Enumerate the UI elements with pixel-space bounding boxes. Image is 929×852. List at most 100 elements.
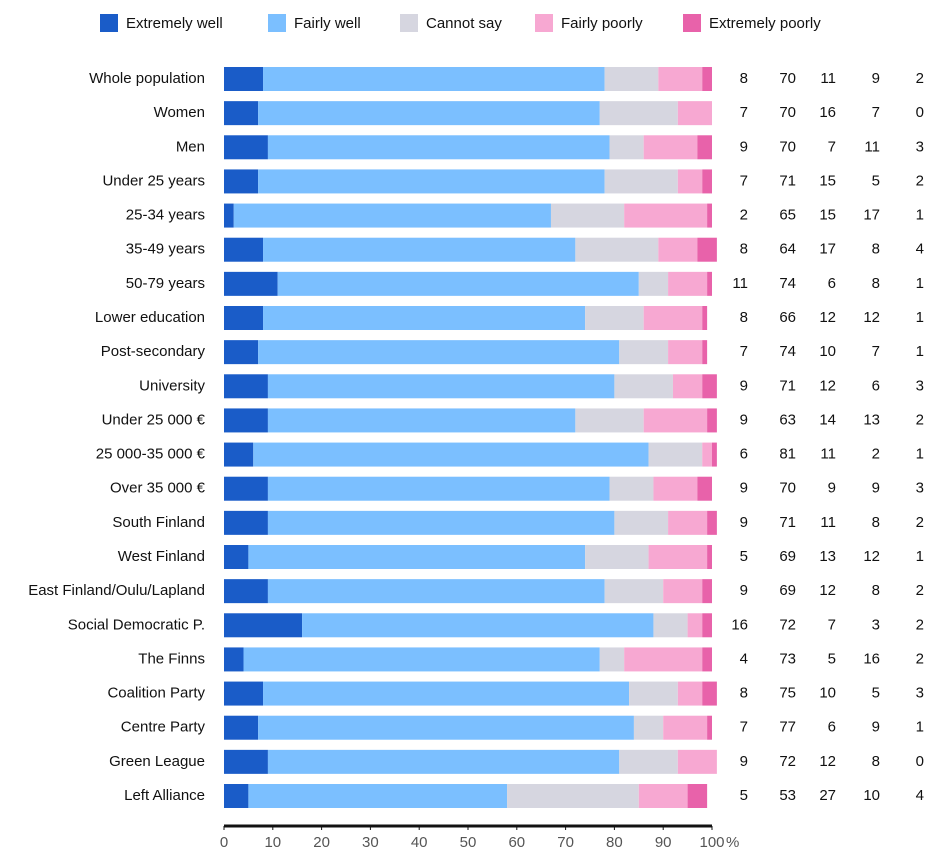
value-label: 8 (740, 309, 748, 326)
value-label: 9 (872, 719, 880, 736)
bar-segment (648, 545, 708, 569)
value-label: 8 (872, 514, 880, 531)
bar-segment (258, 101, 600, 126)
value-label: 4 (740, 650, 748, 667)
bar-segment (604, 67, 659, 91)
bar-segment (614, 374, 673, 399)
value-label: 16 (863, 650, 880, 667)
bar-segment (624, 203, 708, 228)
value-label: 70 (779, 104, 796, 121)
bar-segment (224, 784, 249, 808)
bar-segment (604, 579, 664, 604)
x-tick-label: 50 (460, 834, 477, 851)
bar-segment (575, 237, 659, 262)
bar-segment (707, 545, 712, 569)
bar-segment (224, 613, 303, 638)
value-label: 8 (740, 70, 748, 87)
bar-segment (609, 476, 654, 501)
value-label: 2 (916, 514, 924, 531)
y-tick-label: 25-34 years (126, 207, 205, 224)
value-label: 9 (740, 377, 748, 394)
value-label: 71 (779, 514, 796, 531)
bar-segment (599, 101, 678, 126)
bar-segment (224, 715, 259, 740)
value-label: 5 (740, 787, 748, 804)
bar-segment (677, 169, 703, 194)
value-label: 77 (779, 719, 796, 736)
y-tick-label: Post-secondary (101, 343, 206, 360)
value-label: 17 (863, 207, 880, 224)
value-label: 71 (779, 377, 796, 394)
bar-segment (585, 545, 649, 569)
value-label: 5 (872, 685, 880, 702)
value-label: 2 (916, 172, 924, 189)
value-label: 16 (819, 104, 836, 121)
bar-segment (224, 135, 268, 160)
value-label: 1 (916, 207, 924, 224)
y-tick-label: Left Alliance (124, 787, 205, 804)
bar-segment (624, 647, 703, 672)
value-label: 2 (916, 70, 924, 87)
value-label: 53 (779, 787, 796, 804)
bar-segment (702, 169, 712, 194)
y-tick-label: 35-49 years (126, 241, 205, 258)
value-label: 10 (819, 343, 836, 360)
bar-segment (643, 408, 708, 433)
value-label: 4 (916, 241, 924, 258)
bar-segment (629, 681, 678, 706)
value-label: 4 (916, 787, 924, 804)
bar-segment (267, 408, 576, 433)
value-label: 10 (819, 685, 836, 702)
value-label: 11 (732, 275, 748, 292)
value-label: 1 (916, 309, 924, 326)
bar-segment (702, 579, 712, 604)
x-tick-label: 10 (264, 834, 281, 851)
bar-segment (638, 784, 688, 808)
value-label: 8 (872, 753, 880, 770)
y-tick-label: Men (176, 138, 205, 155)
value-label: 3 (916, 138, 924, 155)
value-label: 12 (863, 548, 880, 565)
value-label: 12 (863, 309, 880, 326)
value-label: 9 (740, 514, 748, 531)
bar-segment (643, 306, 703, 330)
bar-segment (224, 647, 244, 672)
legend-swatch (683, 14, 701, 32)
value-label: 3 (916, 377, 924, 394)
value-label: 66 (779, 309, 796, 326)
value-label: 10 (863, 787, 880, 804)
y-tick-label: Under 25 years (102, 172, 205, 189)
bar-segment (575, 408, 644, 433)
value-label: 3 (916, 480, 924, 497)
bar-segment (653, 613, 688, 638)
value-label: 7 (828, 616, 836, 633)
bar-segment (267, 476, 610, 501)
x-tick-label: 90 (655, 834, 672, 851)
value-label: 0 (916, 753, 924, 770)
x-axis-unit: % (726, 834, 739, 851)
value-label: 74 (779, 275, 796, 292)
value-label: 9 (740, 138, 748, 155)
value-label: 9 (828, 480, 836, 497)
y-tick-label: Women (154, 104, 205, 121)
bar-segment (633, 715, 664, 740)
bar-segment (599, 647, 625, 672)
bar-segment (248, 545, 586, 569)
bar-segment (614, 510, 669, 535)
value-label: 7 (740, 172, 748, 189)
value-label: 0 (916, 104, 924, 121)
x-tick-label: 30 (362, 834, 379, 851)
bar-segment (707, 408, 717, 433)
value-label: 1 (916, 719, 924, 736)
y-tick-label: Over 35 000 € (110, 480, 206, 497)
y-tick-label: The Finns (138, 650, 205, 667)
value-label: 9 (740, 411, 748, 428)
bar-segment (267, 579, 605, 604)
bar-segment (224, 681, 264, 706)
bar-segment (585, 306, 644, 330)
bar-segment (267, 374, 615, 399)
value-label: 63 (779, 411, 796, 428)
value-label: 9 (740, 582, 748, 599)
value-label: 9 (872, 70, 880, 87)
